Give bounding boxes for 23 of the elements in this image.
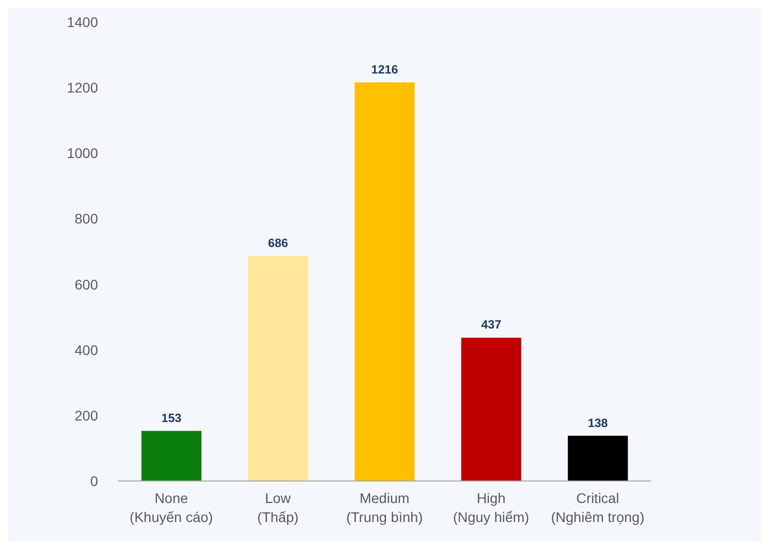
bar [248,256,308,481]
y-tick-label: 400 [74,342,98,358]
bar [461,338,522,481]
x-tick-label: Low (Thấp) [257,490,299,525]
y-tick-label: 200 [74,407,98,424]
data-label: 153 [161,410,182,425]
data-label: 686 [268,236,288,250]
data-label: 1216 [371,62,398,76]
y-tick-label: 600 [74,276,98,292]
x-tick-label: High (Nguy hiểm) [452,490,530,525]
x-tick-label: Medium (Trung bình) [346,490,423,525]
y-tick-label: 800 [74,210,98,227]
y-tick-label: 1400 [66,14,98,30]
bar [141,430,202,481]
y-tick-label: 1000 [66,145,98,162]
bar [568,436,628,481]
y-tick-label: 0 [90,472,98,489]
x-tick-label: None (Khuyến cáo) [130,490,213,525]
bar [354,82,415,481]
data-label: 138 [588,416,608,430]
y-tick-label: 1200 [66,80,98,96]
x-tick-label: Critical (Nghiêm trọng) [551,490,644,525]
data-label: 437 [481,318,502,332]
